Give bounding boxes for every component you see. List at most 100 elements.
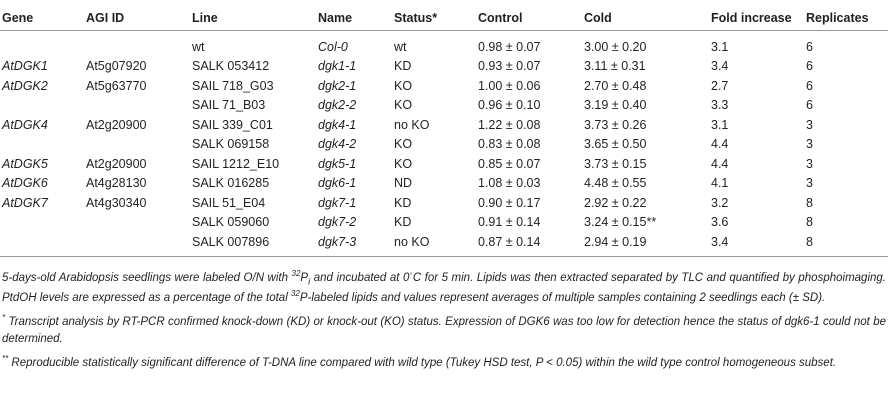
footnote-status: * Transcript analysis by RT-PCR confirme… <box>2 314 886 348</box>
cell-control: 1.08 ± 0.03 <box>478 176 541 190</box>
cell-gene <box>0 232 86 257</box>
header-status: Status* <box>394 6 478 31</box>
cell-name: dgk2-1 <box>318 78 357 93</box>
table-row: AtDGK1 At5g07920 SALK 053412 dgk1-1 KD 0.93 ±… <box>0 57 888 77</box>
cell-agi-id: At5g63770 <box>86 78 147 93</box>
cell-control: 0.83 ± 0.08 <box>478 137 541 151</box>
cell-status: wt <box>394 39 407 54</box>
cell-status: KO <box>394 156 413 171</box>
cell-control: 0.90 ± 0.17 <box>478 195 541 210</box>
cell-control: 0.91 ± 0.14 <box>478 215 541 229</box>
header-name: Name <box>318 6 394 31</box>
cell-fold-increase: 3.4 <box>711 59 729 73</box>
cell-cold: 2.94 ± 0.19 <box>584 232 711 257</box>
cell-agi-id: At2g20900 <box>86 156 147 171</box>
table-row: AtDGK7 At4g30340 SAIL 51_E04 dgk7-1 KD 0.90 ±… <box>0 193 888 213</box>
cell-status: KD <box>394 195 412 210</box>
cell-cold: 3.19 ± 0.40 <box>584 98 647 112</box>
cell-agi-id <box>86 31 192 57</box>
cell-fold-increase: 4.4 <box>711 137 729 151</box>
header-gene: Gene <box>0 6 86 31</box>
header-row: Gene AGI ID Line Name Status* Control Co… <box>0 6 888 31</box>
footnote-text: Reproducible statistically significant d… <box>8 357 837 370</box>
cell-line: SALK 053412 <box>192 59 270 73</box>
cell-replicates: 8 <box>806 232 888 257</box>
cell-agi-id <box>86 232 192 257</box>
subscript: i <box>308 276 311 288</box>
cell-line: SAIL 71_B03 <box>192 98 266 112</box>
table-row: SALK 007896 dgk7-3 no KO 0.87 ± 0.14 2.94 ± … <box>0 232 888 257</box>
cell-status: KD <box>394 59 412 73</box>
cell-gene: AtDGK6 <box>2 176 48 190</box>
cell-status: ND <box>394 176 413 190</box>
footnote-text: P <box>300 272 309 284</box>
header-fold-increase: Fold increase <box>711 6 806 31</box>
cell-cold: 3.65 ± 0.50 <box>584 137 647 151</box>
cell-line: SAIL 339_C01 <box>192 117 273 132</box>
cell-status: KO <box>394 78 413 93</box>
cell-replicates: 3 <box>806 156 813 171</box>
footnote-methods: 5-days-old Arabidopsis seedlings were la… <box>2 270 886 307</box>
cell-replicates: 3 <box>806 137 813 151</box>
superscript: 32 <box>290 289 300 299</box>
cell-cold: 2.92 ± 0.22 <box>584 195 647 210</box>
cell-cold: 3.24 ± 0.15** <box>584 215 657 229</box>
cell-agi-id <box>86 135 192 155</box>
footnote-text: and incubated at 0 <box>310 272 410 284</box>
cell-fold-increase: 2.7 <box>711 78 729 93</box>
cell-line: SAIL 718_G03 <box>192 78 274 93</box>
cell-name: dgk7-3 <box>318 232 394 257</box>
cell-gene: AtDGK7 <box>2 195 48 210</box>
cell-fold-increase: 3.4 <box>711 232 806 257</box>
cell-replicates: 6 <box>806 98 813 112</box>
cell-status: KD <box>394 215 412 229</box>
cell-control: 0.87 ± 0.14 <box>478 232 584 257</box>
cell-fold-increase: 4.1 <box>711 176 729 190</box>
cell-gene: AtDGK5 <box>2 156 48 171</box>
cell-status: KO <box>394 98 413 112</box>
cell-line: SALK 069158 <box>192 137 270 151</box>
cell-line: SAIL 51_E04 <box>192 195 266 210</box>
cell-name: dgk4-2 <box>318 137 357 151</box>
cell-name: dgk5-1 <box>318 156 357 171</box>
footnote-text: C for 5 min. Lipids was then extracted s… <box>2 272 886 305</box>
cell-cold: 3.73 ± 0.15 <box>584 156 647 171</box>
cell-gene <box>0 213 86 233</box>
cell-gene <box>0 31 86 57</box>
footnote-text: 5-days-old Arabidopsis seedlings were la… <box>2 272 292 284</box>
table-footnotes: 5-days-old Arabidopsis seedlings were la… <box>2 270 886 379</box>
table-row: SALK 059060 dgk7-2 KD 0.91 ± 0.14 3.24 ± 0.1… <box>0 213 888 233</box>
header-replicates: Replicates <box>806 6 888 31</box>
table-row: AtDGK5 At2g20900 SAIL 1212_E10 dgk5-1 KO 0.85… <box>0 154 888 174</box>
cell-replicates: 6 <box>806 78 813 93</box>
degree-mark: ◦ <box>409 269 413 279</box>
cell-control: 0.93 ± 0.07 <box>478 59 541 73</box>
cell-replicates: 6 <box>806 59 813 73</box>
cell-line: SALK 059060 <box>192 215 270 229</box>
cell-control: 0.98 ± 0.07 <box>478 39 541 54</box>
footnote-mark: ** <box>2 354 9 364</box>
cell-replicates: 8 <box>806 195 813 210</box>
cell-control: 1.22 ± 0.08 <box>478 117 541 132</box>
cell-status: no KO <box>394 232 478 257</box>
cell-name: dgk2-2 <box>318 98 357 112</box>
cell-fold-increase: 3.2 <box>711 195 729 210</box>
cell-agi-id: At2g20900 <box>86 117 147 132</box>
cell-name: dgk6-1 <box>318 176 357 190</box>
footnote-significance: ** Reproducible statistically significan… <box>2 355 886 372</box>
header-control: Control <box>478 6 584 31</box>
cell-line: SAIL 1212_E10 <box>192 156 280 171</box>
cell-line: wt <box>192 39 205 54</box>
cell-agi-id: At5g07920 <box>86 59 147 73</box>
cell-cold: 3.73 ± 0.26 <box>584 117 647 132</box>
cell-replicates: 6 <box>806 39 813 54</box>
superscript: 32 <box>291 269 301 279</box>
cell-control: 0.96 ± 0.10 <box>478 98 541 112</box>
footnote-mark: * <box>2 313 6 323</box>
cell-gene <box>0 135 86 155</box>
cell-name: dgk1-1 <box>318 59 357 73</box>
table-row: AtDGK6 At4g28130 SALK 016285 dgk6-1 ND 1.08 ±… <box>0 174 888 194</box>
cell-cold: 4.48 ± 0.55 <box>584 176 647 190</box>
cell-replicates: 3 <box>806 117 813 132</box>
